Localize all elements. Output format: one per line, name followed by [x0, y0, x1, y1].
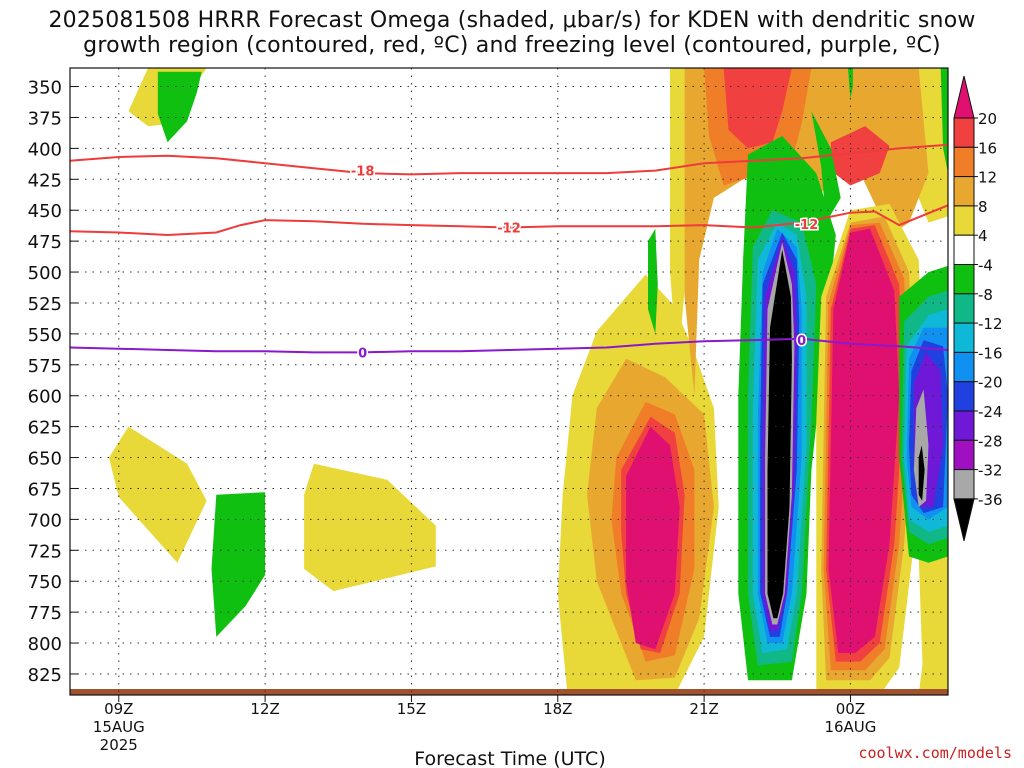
colorbar-swatch: [953, 146, 975, 178]
contour-label: -12: [795, 218, 819, 233]
omega-region-3: [211, 492, 266, 637]
colorbar-swatch: [953, 381, 975, 412]
omega-region-13: [723, 68, 792, 149]
y-tick-label: 525: [28, 294, 62, 315]
colorbar-top-arrow: [953, 75, 975, 119]
chart-title-line2: growth region (contoured, red, ºC) and f…: [83, 33, 941, 58]
y-tick-label: 675: [28, 479, 62, 500]
colorbar-label: -36: [978, 491, 1003, 509]
y-tick-label: 575: [28, 356, 62, 377]
omega-region-4: [304, 463, 436, 592]
y-tick-label: 825: [28, 665, 62, 686]
contour-label: 0: [358, 346, 367, 361]
contour-label: 0: [797, 334, 806, 349]
colorbar-label: -4: [978, 257, 993, 275]
y-tick-label: 450: [28, 201, 62, 222]
colorbar-swatch: [953, 176, 975, 207]
omega-region-39: [918, 606, 948, 695]
omega-region-1: [157, 71, 202, 143]
terrain-strip: [70, 689, 948, 695]
colorbar-bottom-arrow: [953, 498, 975, 542]
colorbar-swatch: [953, 410, 975, 441]
plot-contours: -18 -12 -12 0 0: [69, 143, 949, 363]
y-tick-label: 625: [28, 418, 62, 439]
credit-text: coolwx.com/models: [858, 744, 1012, 762]
plot-frame: [69, 67, 949, 696]
y-tick-label: 550: [28, 325, 62, 346]
omega-region-40: [940, 68, 948, 174]
omega-region-38: [918, 445, 925, 501]
colorbar-label: 20: [978, 110, 997, 128]
colorbar-label: 4: [978, 227, 988, 245]
omega-region-18: [811, 111, 841, 223]
y-tick-label: 775: [28, 603, 62, 624]
x-tick-label: 18Z: [543, 700, 572, 718]
chart-title-line1: 2025081508 HRRR Forecast Omega (shaded, …: [48, 8, 976, 33]
y-tick-label: 650: [28, 449, 62, 470]
omega-region-25: [767, 249, 792, 619]
contour-label: -12: [497, 222, 521, 237]
colorbar-swatch: [953, 439, 975, 471]
colorbar-swatch: [953, 322, 975, 353]
plot-border: [69, 67, 949, 696]
omega-region-14: [830, 126, 890, 186]
y-tick-label: 400: [28, 139, 62, 160]
omega-region-42: [648, 228, 658, 334]
omega-region-9: [626, 426, 680, 650]
colorbar-label: -20: [978, 374, 1003, 392]
x-tick-label: 00Z: [836, 700, 865, 718]
contour-line-0: [69, 143, 949, 176]
contour-line-1: [69, 204, 949, 237]
contour-label: -18: [351, 165, 375, 180]
colorbar-label: -16: [978, 344, 1003, 362]
colorbar-swatch: [953, 293, 975, 324]
omega-region-30: [828, 228, 900, 654]
colorbar-label: 12: [978, 169, 997, 187]
y-tick-label: 350: [28, 78, 62, 99]
x-tick-label: 15AUG: [93, 718, 145, 736]
y-axis: 350 375 400 425 450 475 500 525 550 575 600 625 650 6…: [28, 78, 78, 686]
x-tick-label: 09Z: [104, 700, 133, 718]
colorbar-swatch: [953, 234, 975, 265]
colorbar-swatch: [953, 351, 975, 383]
x-tick-label: 2025: [100, 736, 138, 754]
colorbar-swatch: [953, 264, 975, 295]
y-tick-label: 800: [28, 634, 62, 655]
colorbar-label: -24: [978, 403, 1003, 421]
colorbar-label: 16: [978, 139, 997, 157]
y-tick-label: 375: [28, 108, 62, 129]
colorbar-label: -8: [978, 286, 993, 304]
y-tick-label: 475: [28, 232, 62, 253]
colorbar: 20 16 12 8 4 -4 -8 -12 -16 -20 -24 -28 -32 -36: [953, 75, 1003, 542]
y-tick-label: 700: [28, 510, 62, 531]
colorbar-label: -28: [978, 432, 1003, 450]
omega-region-2: [109, 426, 207, 563]
x-tick-label: 21Z: [689, 700, 718, 718]
y-tick-label: 750: [28, 572, 62, 593]
colorbar-swatch: [953, 469, 975, 500]
plot-fills: [70, 68, 948, 695]
colorbar-label: -32: [978, 462, 1003, 480]
y-tick-label: 725: [28, 541, 62, 562]
x-tick-label: 12Z: [250, 700, 279, 718]
colorbar-swatch: [953, 117, 975, 148]
colorbar-label: 8: [978, 198, 988, 216]
contour-line-2: [69, 337, 949, 354]
x-tick-label: 16AUG: [824, 718, 876, 736]
y-tick-label: 600: [28, 387, 62, 408]
colorbar-label: -12: [978, 315, 1003, 333]
y-tick-label: 500: [28, 263, 62, 284]
x-axis-label: Forecast Time (UTC): [414, 748, 605, 768]
colorbar-swatch: [953, 205, 975, 236]
x-tick-label: 15Z: [397, 700, 426, 718]
y-tick-label: 425: [28, 170, 62, 191]
